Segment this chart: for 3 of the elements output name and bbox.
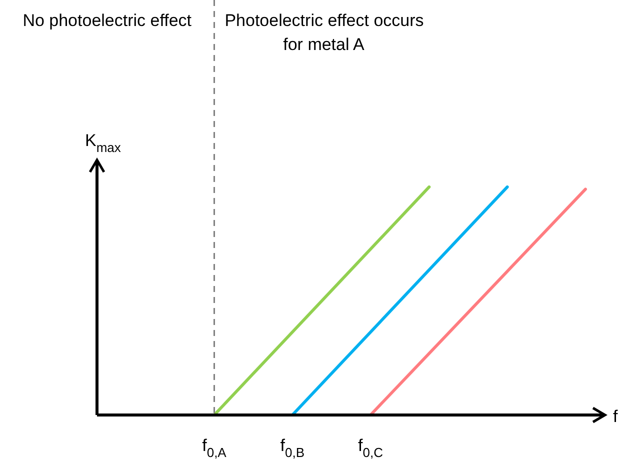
text: Photoelectric effect occurs for metal A bbox=[224, 11, 424, 54]
x-axis-title: f bbox=[613, 407, 618, 426]
text: No photoelectric effect bbox=[22, 11, 192, 30]
